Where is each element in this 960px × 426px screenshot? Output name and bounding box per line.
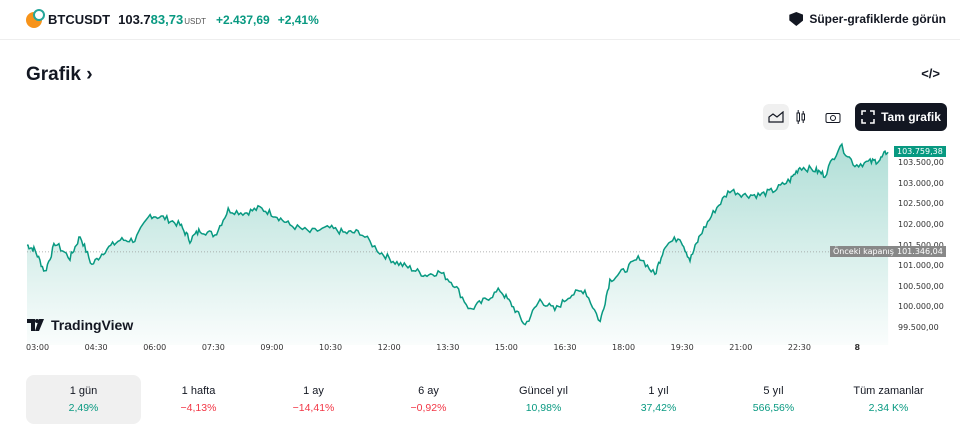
candles-button[interactable] (789, 104, 813, 130)
period-label: 1 hafta (181, 385, 216, 397)
x-tick-label: 07:30 (201, 343, 225, 352)
price-suffix: 83,73 (150, 12, 184, 27)
supercharts-icon (789, 12, 804, 26)
period-tab[interactable]: Tüm zamanlar 2,34 K% (831, 375, 946, 424)
period-tab[interactable]: 5 yıl 566,56% (716, 375, 831, 424)
full-chart-label: Tam grafik (881, 110, 941, 124)
period-label: Güncel yıl (519, 385, 568, 397)
tradingview-icon (27, 319, 44, 331)
period-change: 37,42% (640, 402, 677, 414)
period-label: 6 ay (418, 385, 439, 397)
period-tabs: 1 gün 2,49% 1 hafta −4,13% 1 ay −14,41% 6 ay −0… (26, 375, 946, 424)
x-tick-label: 8 (854, 343, 861, 352)
y-tick-label: 103.000,00 (898, 178, 944, 188)
change-abs: +2.437,69 (215, 12, 270, 27)
x-tick-label: 06:00 (143, 343, 167, 352)
period-label: 5 yıl (763, 385, 784, 397)
x-tick-label: 22:30 (787, 343, 811, 352)
super-charts-label: Süper-grafiklerde görün (809, 12, 946, 26)
y-tick-label: 100.500,00 (898, 281, 944, 291)
bitcoin-icon (26, 8, 45, 28)
period-label: 1 yıl (648, 385, 669, 397)
fullscreen-icon (861, 110, 875, 124)
x-tick-label: 19:30 (670, 343, 694, 352)
x-tick-label: 16:30 (553, 343, 577, 352)
price-prefix: 103.7 (118, 12, 151, 27)
price-area (27, 144, 889, 345)
period-label: 1 ay (303, 385, 324, 397)
y-tick-label: 101.000,00 (898, 261, 944, 271)
y-tick-label: 103.500,00 (898, 158, 944, 167)
super-charts-link[interactable]: Süper-grafiklerde görün (789, 12, 946, 26)
camera-icon (825, 113, 841, 123)
x-tick-label: 03:00 (26, 343, 50, 352)
period-change: 566,56% (752, 402, 795, 414)
full-chart-button[interactable]: Tam grafik (855, 103, 947, 131)
change-pct: +2,41% (277, 12, 319, 27)
embed-code-icon[interactable]: </> (921, 66, 940, 81)
period-change: 2,49% (68, 402, 99, 414)
tradingview-text: TradingView (51, 317, 134, 333)
x-tick-label: 13:30 (436, 343, 460, 352)
y-tick-label: 100.000,00 (898, 302, 944, 312)
x-tick-label: 21:00 (729, 343, 753, 352)
page-title[interactable]: Grafik › (26, 64, 93, 86)
period-tab[interactable]: 1 ay −14,41% (256, 375, 371, 424)
symbol-name[interactable]: BTCUSDT (48, 12, 111, 27)
last-price-badge: 103.759,38 (894, 146, 946, 158)
prev-close-value: 101.346,04 (894, 245, 946, 257)
period-change: −0,92% (410, 402, 447, 414)
area-chart-button[interactable] (763, 104, 789, 130)
period-label: Tüm zamanlar (853, 385, 924, 397)
x-tick-label: 15:00 (494, 343, 518, 352)
y-tick-label: 99.500,00 (898, 323, 939, 332)
period-tab[interactable]: 1 hafta −4,13% (141, 375, 256, 424)
chevron-right-icon: › (86, 64, 93, 85)
symbol-header: BTCUSDT 103.783,73 USDT +2.437,69 +2,41% (0, 0, 960, 40)
tradingview-logo[interactable]: TradingView (27, 317, 133, 333)
screenshot-button[interactable] (820, 104, 846, 130)
period-tab[interactable]: 1 yıl 37,42% (601, 375, 716, 424)
period-change: 10,98% (525, 402, 562, 414)
price-line (26, 142, 889, 326)
x-tick-label: 04:30 (84, 343, 108, 352)
x-tick-label: 10:30 (319, 343, 343, 352)
candles-icon (796, 110, 805, 124)
x-tick-label: 18:00 (612, 343, 636, 352)
last-price: 103.783,73 (118, 12, 183, 27)
period-change: −4,13% (180, 402, 217, 414)
title-text: Grafik (26, 64, 81, 85)
period-change: 2,34 K% (868, 402, 909, 414)
area-chart-icon (768, 111, 784, 123)
period-tab[interactable]: 1 gün 2,49% (26, 375, 141, 424)
period-tab[interactable]: Güncel yıl 10,98% (486, 375, 601, 424)
period-change: −14,41% (292, 402, 335, 414)
period-tab[interactable]: 6 ay −0,92% (371, 375, 486, 424)
currency: USDT (184, 17, 206, 26)
y-tick-label: 101.500,00 (898, 241, 944, 250)
y-tick-label: 102.000,00 (898, 219, 944, 229)
x-tick-label: 12:00 (377, 343, 401, 352)
prev-close-badge: Önceki kapanış (830, 245, 897, 257)
x-tick-label: 09:00 (260, 343, 284, 352)
period-label: 1 gün (69, 385, 98, 397)
y-tick-label: 102.500,00 (898, 199, 944, 209)
